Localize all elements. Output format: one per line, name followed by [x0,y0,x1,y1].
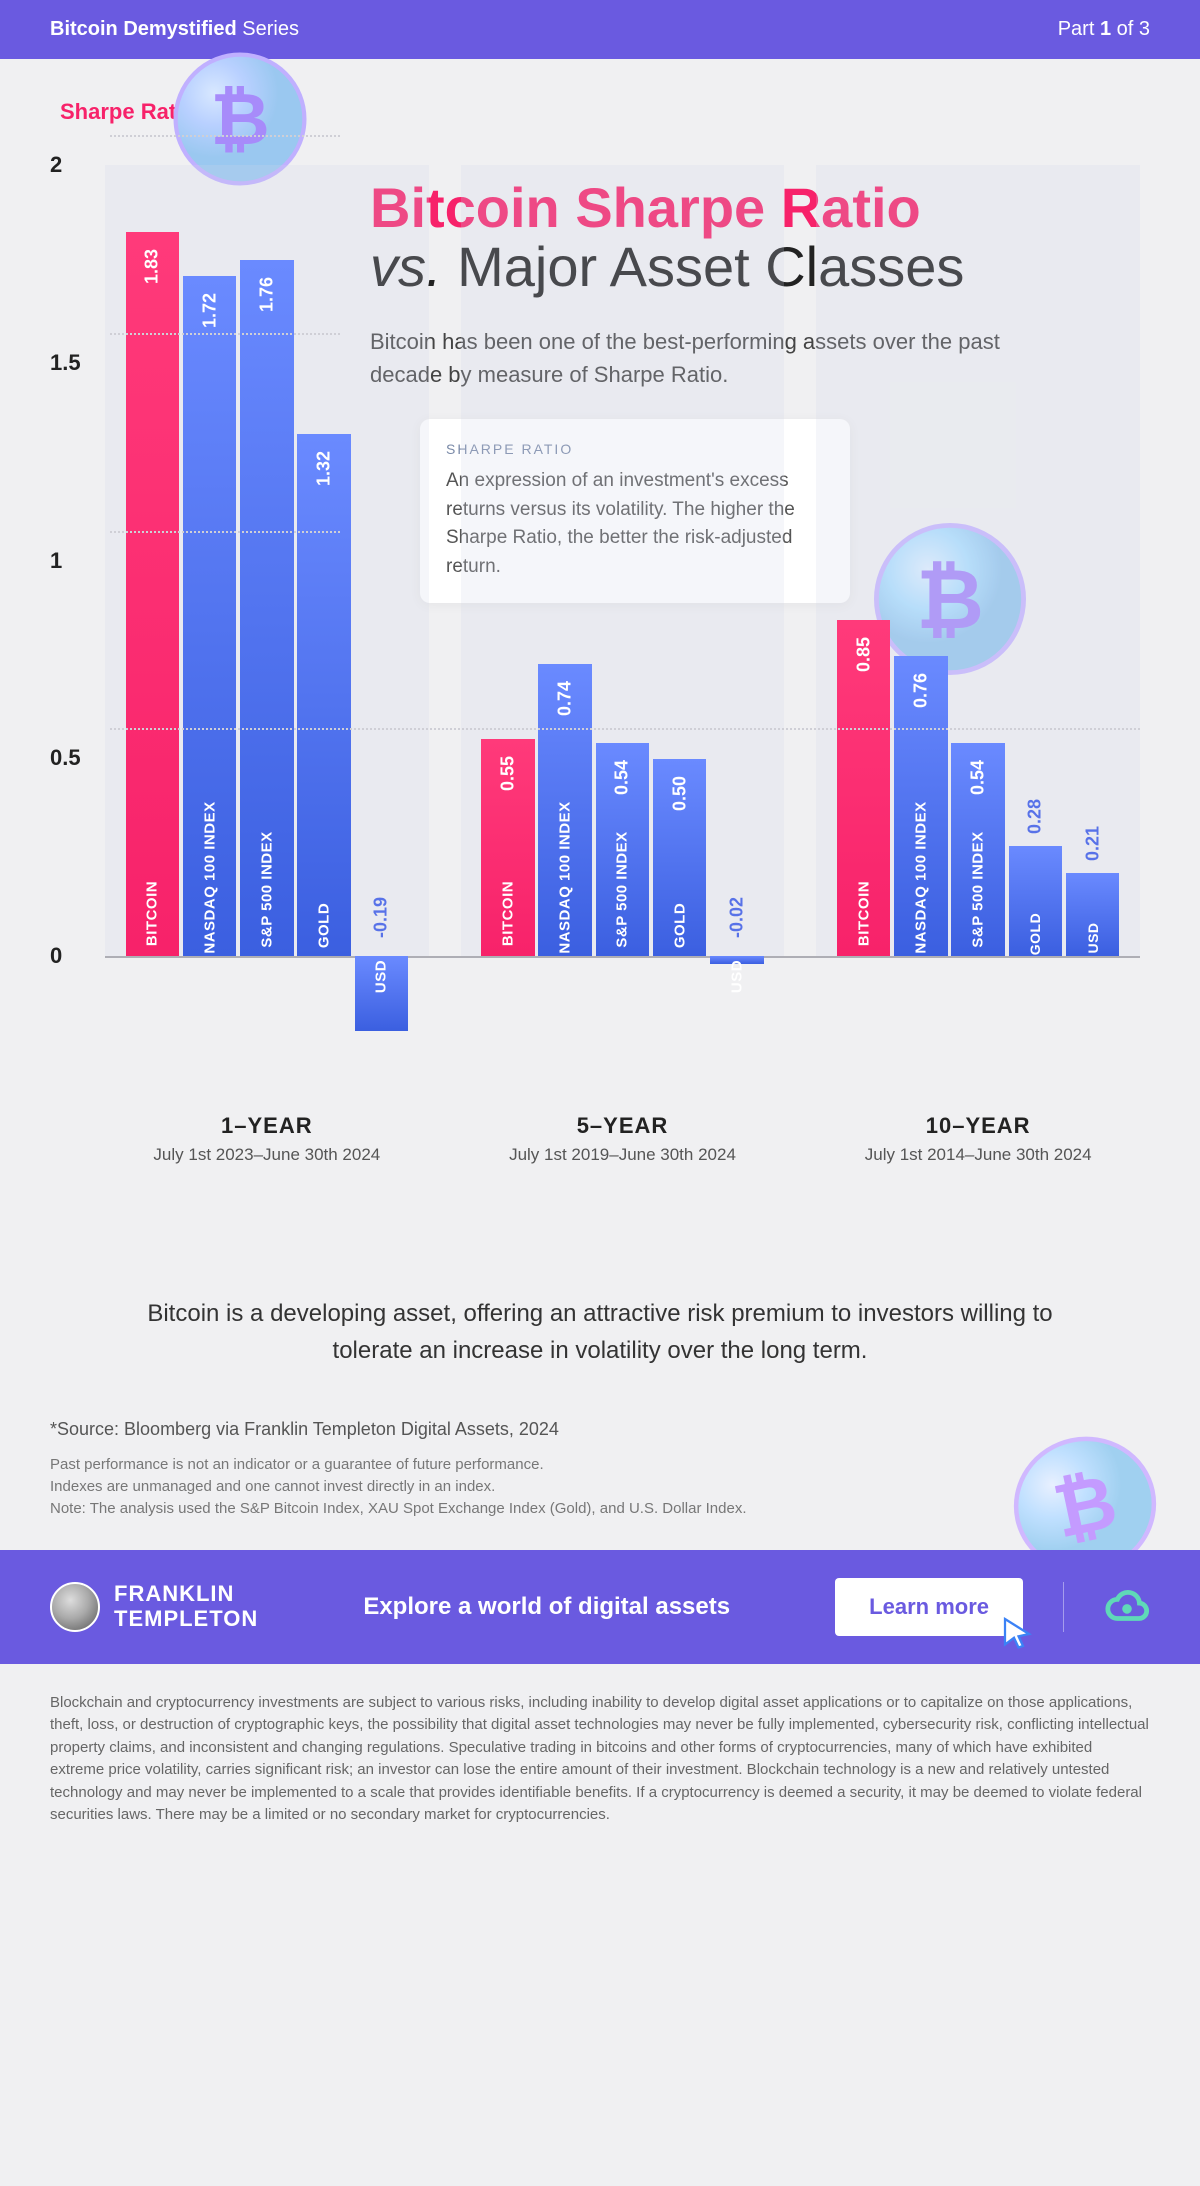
bar-asset: -0.19USD [355,956,408,1031]
brand-line1: FRANKLIN [114,1581,234,1606]
bar-value: 0.85 [853,637,874,672]
brand-logo: FRANKLIN TEMPLETON [50,1582,258,1632]
bar-category: BITCOIN [144,881,161,946]
cta-button-label: Learn more [869,1594,989,1619]
bar-value: 0.50 [669,775,690,810]
bar-value: -0.02 [727,897,748,938]
y-axis: 00.511.52 [50,165,100,1075]
bar-category: NASDAQ 100 INDEX [201,802,218,954]
cta-text: Explore a world of digital assets [298,1593,795,1621]
series-name: Bitcoin Demystified [50,18,237,40]
bar-category: USD [729,960,746,993]
range-label: July 1st 2014–June 30th 2024 [816,1145,1140,1165]
bar-category: BITCOIN [499,881,516,946]
bar-value: 0.54 [612,760,633,795]
learn-more-button[interactable]: Learn more [835,1578,1023,1636]
gridline [110,728,1140,730]
period-label: 10–YEAR [816,1113,1140,1139]
period-label: 1–YEAR [105,1113,429,1139]
range-label: July 1st 2019–June 30th 2024 [461,1145,785,1165]
brand-line2: TEMPLETON [114,1606,258,1631]
bar-asset: -0.02USD [710,956,763,964]
summary-text: Bitcoin is a developing asset, offering … [50,1285,1150,1399]
bar-value: 0.74 [555,681,576,716]
bar-value: 0.54 [968,760,989,795]
ytick-label: 1 [50,548,62,574]
bar-value: 0.55 [497,756,518,791]
series-label: Bitcoin Demystified Series [50,18,299,41]
bar-bitcoin: 1.83 BITCOIN [126,232,179,956]
main-content: Sharpe Ratio Bitcoin Sharpe Ratio vs. Ma… [0,59,1200,1419]
bar-value: 0.21 [1082,826,1103,861]
franklin-portrait-icon [50,1582,100,1632]
baseline [105,956,1140,958]
part-prefix: Part [1058,18,1100,40]
period-label: 5–YEAR [461,1113,785,1139]
bar-asset: 0.54 S&P 500 INDEX [951,743,1004,957]
bar-category: BITCOIN [855,881,872,946]
bar-category: GOLD [316,903,333,948]
bar-asset: 0.74 NASDAQ 100 INDEX [538,664,591,957]
ytick-label: 2 [50,152,62,178]
part-number: 1 [1100,18,1111,40]
bar-category: NASDAQ 100 INDEX [557,802,574,954]
bar-category: S&P 500 INDEX [970,832,987,948]
bar-category: USD [373,960,390,993]
source-disclaimer: Past performance is not an indicator or … [50,1454,1150,1519]
bar-value: 0.76 [910,673,931,708]
bar-asset: 0.21USD [1066,873,1119,956]
bar-category: USD [1085,922,1101,953]
bar-group: 10–YEARJuly 1st 2014–June 30th 20240.85B… [816,165,1140,956]
cursor-icon [999,1616,1035,1652]
bar-value: 0.28 [1025,799,1046,834]
ytick-label: 1.5 [50,350,81,376]
bar-group: 1–YEARJuly 1st 2023–June 30th 20241.83BI… [105,165,429,956]
bar-asset: 0.50 GOLD [653,759,706,957]
part-suffix: of 3 [1111,18,1150,40]
cta-bar: FRANKLIN TEMPLETON Explore a world of di… [0,1550,1200,1664]
bar-asset: 0.76 NASDAQ 100 INDEX [894,656,947,957]
bar-asset: 0.28GOLD [1009,846,1062,957]
chart: 00.511.52 1–YEARJuly 1st 2023–June 30th … [50,135,1150,1285]
bar-value: 1.83 [142,249,163,284]
gridline [110,333,340,335]
cta-wrapper: ₿ FRANKLIN TEMPLETON Explore a world of … [0,1550,1200,1664]
source-line: *Source: Bloomberg via Franklin Templeto… [50,1419,1150,1440]
bar-value: 1.32 [314,451,335,486]
bar-category: S&P 500 INDEX [614,832,631,948]
group-label: 10–YEAR July 1st 2014–June 30th 2024 [816,1088,1140,1165]
bar-bitcoin: 0.85 BITCOIN [837,620,890,956]
bar-category: S&P 500 INDEX [258,832,275,948]
gridline [110,531,340,533]
gridline [110,135,340,137]
series-suffix: Series [237,18,299,40]
ytick-label: 0 [50,943,62,969]
cloud-icon [1104,1584,1150,1630]
range-label: July 1st 2023–June 30th 2024 [105,1145,429,1165]
plot-area: 1–YEARJuly 1st 2023–June 30th 20241.83BI… [105,165,1140,1075]
bar-asset: 1.32 GOLD [297,434,350,956]
bar-value: -0.19 [371,897,392,938]
bar-asset: 1.76 S&P 500 INDEX [240,260,293,956]
ytick-label: 0.5 [50,745,81,771]
separator [1063,1582,1064,1632]
legal-disclaimer: Blockchain and cryptocurrency investment… [0,1664,1200,1877]
brand-name: FRANKLIN TEMPLETON [114,1582,258,1630]
group-label: 1–YEAR July 1st 2023–June 30th 2024 [105,1088,429,1165]
bar-asset: 1.72 NASDAQ 100 INDEX [183,276,236,957]
bar-category: GOLD [671,903,688,948]
bar-value: 1.72 [199,293,220,328]
bar-group: 5–YEARJuly 1st 2019–June 30th 20240.55BI… [461,165,785,956]
bar-bitcoin: 0.55 BITCOIN [481,739,534,957]
bar-asset: 0.54 S&P 500 INDEX [596,743,649,957]
bar-category: NASDAQ 100 INDEX [912,802,929,954]
part-label: Part 1 of 3 [1058,18,1150,41]
group-label: 5–YEAR July 1st 2019–June 30th 2024 [461,1088,785,1165]
bar-value: 1.76 [256,277,277,312]
bar-category: GOLD [1027,913,1043,955]
